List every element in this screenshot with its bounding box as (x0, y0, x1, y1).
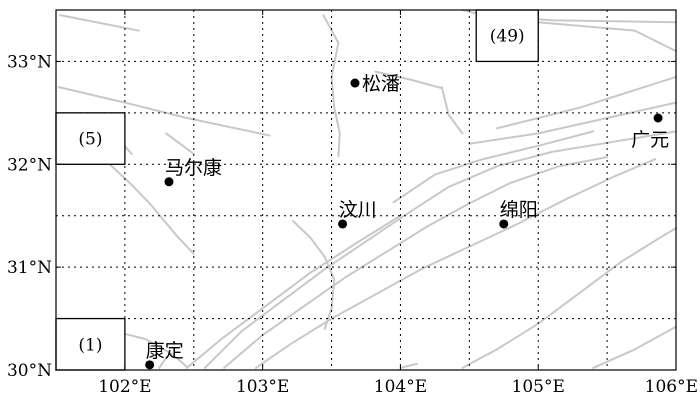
fault-line (165, 132, 195, 155)
x-tick-label: 105°E (512, 377, 565, 397)
fault-line (203, 130, 677, 369)
zone-label: (5) (78, 130, 102, 150)
map-frame (55, 9, 677, 371)
x-tick-label: 104°E (374, 377, 427, 397)
fault-line (59, 14, 140, 32)
fault-line (57, 86, 271, 137)
city-label: 松潘 (362, 73, 400, 95)
city-label: 汶川 (339, 199, 377, 221)
fault-line (158, 356, 168, 369)
fault-line (592, 325, 677, 369)
fault-line (461, 227, 677, 369)
y-tick-label: 31°N (7, 258, 52, 278)
fault-line (399, 362, 418, 369)
y-tick-label: 32°N (7, 155, 52, 175)
zone-boxes: (49) (5) (1) (55, 9, 539, 371)
city-marker (653, 113, 663, 123)
x-tick-label: 102°E (98, 377, 151, 397)
graticule (56, 10, 676, 370)
city-label: 马尔康 (165, 157, 222, 179)
city-marker (350, 78, 360, 88)
longitude-axis: 102°E 103°E 104°E 105°E 106°E (98, 10, 698, 397)
fault-line (392, 130, 595, 204)
zone-label: (1) (78, 335, 102, 355)
fault-line (292, 219, 336, 330)
city-marker (499, 219, 509, 229)
fault-line (254, 158, 657, 369)
city-marker (164, 177, 174, 187)
city-label: 绵阳 (500, 199, 538, 221)
fault-lines (55, 9, 677, 369)
city-marker (145, 360, 155, 370)
fault-line (103, 158, 195, 255)
x-tick-label: 106°E (645, 377, 698, 397)
city-label: 广元 (631, 129, 669, 151)
fault-line (185, 214, 402, 369)
city-marker (338, 219, 348, 229)
latitude-axis: 30°N 31°N 32°N 33°N (7, 52, 676, 381)
city-label: 康定 (146, 340, 184, 362)
fault-line (374, 70, 443, 90)
zone-box (55, 112, 126, 165)
y-tick-label: 33°N (7, 52, 52, 72)
zone-label: (49) (490, 27, 525, 47)
x-tick-label: 103°E (236, 377, 289, 397)
fault-line (322, 14, 341, 158)
fault-line (223, 156, 609, 369)
fault-line (440, 86, 464, 135)
fault-line (495, 75, 677, 130)
fault-line (537, 21, 677, 53)
fault-line (468, 101, 677, 145)
y-tick-label: 30°N (7, 361, 52, 381)
